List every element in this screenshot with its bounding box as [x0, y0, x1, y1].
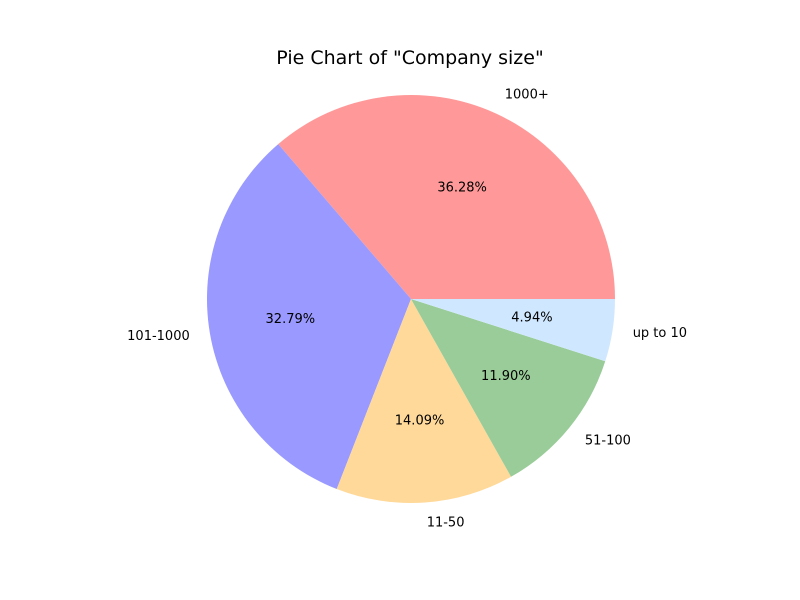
- slice-label-up-to-10: up to 10: [633, 326, 687, 341]
- pie-slice-101-1000: [207, 144, 411, 490]
- slice-label-11-50: 11-50: [427, 515, 465, 530]
- slice-percent-1000: 36.28%: [437, 180, 487, 195]
- slice-label-1000: 1000+: [505, 88, 549, 103]
- pie-slices: [207, 94, 615, 503]
- pie-slice-11-50: [336, 299, 512, 503]
- slice-percent-up-to-10: 4.94%: [511, 310, 552, 325]
- pie-slice-up-to-10: [411, 299, 615, 362]
- slice-percent-101-1000: 32.79%: [266, 312, 316, 327]
- slice-percent-51-100: 11.90%: [481, 369, 531, 384]
- slice-label-51-100: 51-100: [585, 433, 631, 448]
- slice-percent-11-50: 14.09%: [395, 414, 445, 429]
- pie-slice-51-100: [411, 299, 606, 477]
- pie-labels: 1000+ 36.28% 101-1000 32.79% 11-50 14.09% 51-1…: [127, 88, 687, 531]
- slice-label-101-1000: 101-1000: [127, 329, 190, 344]
- pie-slice-1000: [278, 94, 615, 300]
- chart-title: Pie Chart of "Company size": [276, 47, 543, 69]
